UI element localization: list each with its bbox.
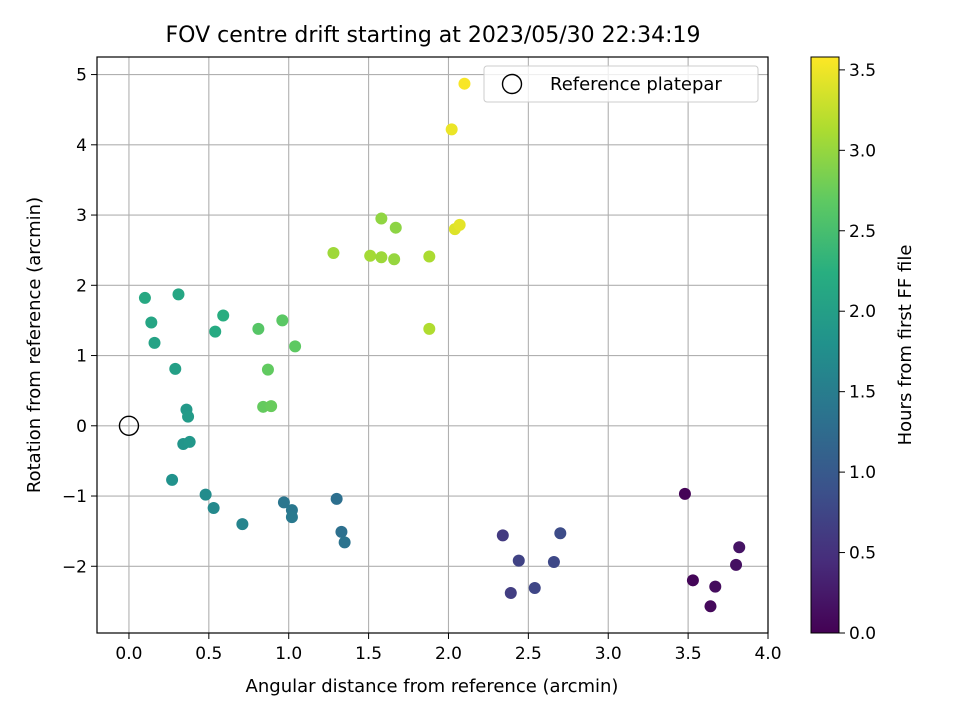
data-point: [172, 288, 185, 301]
y-tick-label: 0: [76, 417, 87, 437]
data-point: [704, 600, 717, 613]
data-point: [733, 541, 746, 554]
data-point: [265, 400, 278, 413]
data-point: [209, 325, 222, 338]
data-point: [169, 362, 182, 375]
x-tick-label: 2.5: [515, 644, 542, 664]
y-tick-label: −1: [62, 487, 87, 507]
x-axis-label: Angular distance from reference (arcmin): [246, 676, 619, 697]
colorbar-tick-label: 1.5: [849, 383, 876, 403]
data-point: [289, 340, 302, 353]
data-point: [423, 322, 436, 335]
data-point: [261, 363, 274, 376]
legend-label: Reference platepar: [550, 74, 722, 95]
data-point: [554, 527, 567, 540]
data-point: [389, 221, 402, 234]
data-point: [678, 487, 691, 500]
data-point: [335, 525, 348, 538]
data-point: [166, 473, 179, 486]
data-point: [388, 253, 401, 266]
reference-marker-group: [118, 415, 140, 436]
data-point: [285, 511, 298, 524]
y-tick-label: 1: [76, 347, 87, 367]
x-tick-label: 1.0: [275, 644, 302, 664]
data-point: [330, 492, 343, 505]
data-point: [364, 249, 377, 262]
data-point: [686, 574, 699, 587]
data-points: [138, 77, 746, 613]
x-tick-label: 1.5: [355, 644, 382, 664]
legend-box: [483, 65, 759, 103]
x-tick-label: 3.0: [595, 644, 622, 664]
colorbar-label: Hours from first FF file: [895, 245, 916, 446]
data-point: [277, 496, 290, 509]
data-point: [145, 316, 158, 329]
colorbar-tick-label: 3.0: [849, 141, 876, 161]
reference-platepar-marker: [118, 415, 140, 436]
data-point: [547, 556, 560, 569]
colorbar-tick-label: 0.5: [849, 544, 876, 564]
data-point: [375, 251, 388, 264]
y-axis-ticks: −2 −1 0 1 2 3 4 5: [62, 66, 97, 577]
data-point: [458, 77, 471, 90]
data-point: [496, 529, 509, 542]
data-point: [252, 322, 265, 335]
axes-frame: [96, 56, 769, 634]
x-tick-label: 4.0: [754, 644, 781, 664]
data-point: [276, 314, 289, 327]
colorbar-tick-label: 3.5: [849, 61, 876, 81]
colorbar: [810, 56, 840, 634]
chart-title: FOV centre drift starting at 2023/05/30 …: [166, 23, 701, 48]
x-tick-label: 3.5: [675, 644, 702, 664]
data-point: [338, 536, 351, 549]
x-tick-label: 2.0: [435, 644, 462, 664]
x-tick-label: 0.0: [115, 644, 142, 664]
data-point: [528, 582, 541, 595]
data-point: [445, 123, 458, 136]
data-point: [182, 410, 195, 423]
data-point: [453, 218, 466, 231]
colorbar-tick-label: 0.0: [849, 624, 876, 644]
y-tick-label: 4: [76, 136, 87, 156]
data-point: [709, 580, 722, 593]
data-point: [217, 309, 230, 322]
y-tick-label: −2: [62, 557, 87, 577]
y-tick-label: 3: [76, 206, 87, 226]
y-axis-label: Rotation from reference (arcmin): [24, 197, 45, 493]
data-point: [138, 291, 151, 304]
data-point: [512, 554, 525, 567]
data-point: [207, 501, 220, 514]
data-point: [183, 435, 196, 448]
data-point: [199, 488, 212, 501]
legend-reference-marker: [501, 73, 523, 95]
x-axis-ticks: 0.0 0.5 1.0 1.5 2.0 2.5 3.0 3.5 4.0: [115, 633, 782, 664]
legend: Reference platepar: [483, 65, 759, 103]
x-tick-label: 0.5: [195, 644, 222, 664]
data-point: [148, 336, 161, 349]
data-point: [236, 518, 249, 531]
colorbar-tick-label: 1.0: [849, 463, 876, 483]
data-point: [423, 250, 436, 263]
data-point: [504, 586, 517, 599]
data-point: [730, 558, 743, 571]
colorbar-ticks: 0.0 0.5 1.0 1.5 2.0 2.5 3.0 3.5: [839, 61, 876, 644]
y-tick-label: 2: [76, 276, 87, 296]
data-point: [327, 246, 340, 259]
colorbar-tick-label: 2.5: [849, 222, 876, 242]
colorbar-tick-label: 2.0: [849, 302, 876, 322]
data-point: [375, 212, 388, 225]
y-tick-label: 5: [76, 66, 87, 86]
